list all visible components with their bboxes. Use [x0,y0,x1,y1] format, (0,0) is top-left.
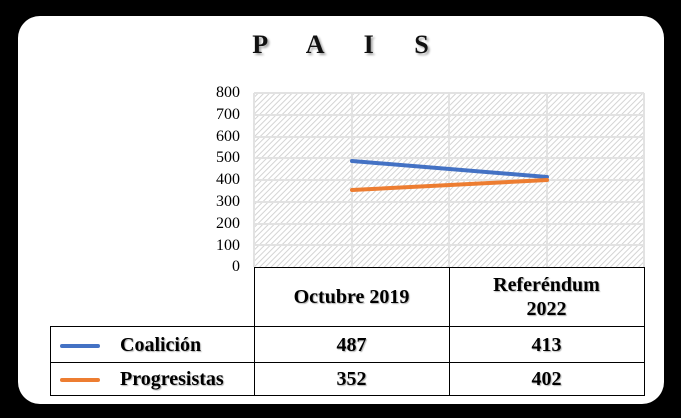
y-tick: 100 [216,237,240,254]
header-referendum-2022: Referéndum 2022 [448,267,645,327]
cell-value: 413 [448,326,645,363]
gridlines [253,92,645,267]
chart-title: P A I S [252,30,446,59]
series-progresistas-line [350,178,549,192]
y-tick: 400 [216,171,240,188]
cell-value: 352 [253,362,450,396]
y-tick: 0 [232,258,240,275]
header-octubre-2019: Octubre 2019 [253,267,450,327]
table-row: Progresistas 352 402 [50,362,645,396]
y-tick: 600 [216,128,240,145]
legend-coalicion: Coalición [50,326,255,363]
legend-line-icon [60,343,100,348]
series-coalicion-line [350,159,549,179]
cell-value: 487 [253,326,450,363]
data-table: Octubre 2019 Referéndum 2022 Coalición 48… [50,267,645,396]
cell-value: 402 [448,362,645,396]
y-tick: 800 [216,84,240,101]
y-tick: 200 [216,215,240,232]
table-row: Coalición 487 413 [50,326,645,363]
legend-line-icon [60,378,100,383]
legend-progresistas: Progresistas [50,362,255,396]
y-tick: 700 [216,106,240,123]
y-tick: 500 [216,149,240,166]
y-tick: 300 [216,193,240,210]
